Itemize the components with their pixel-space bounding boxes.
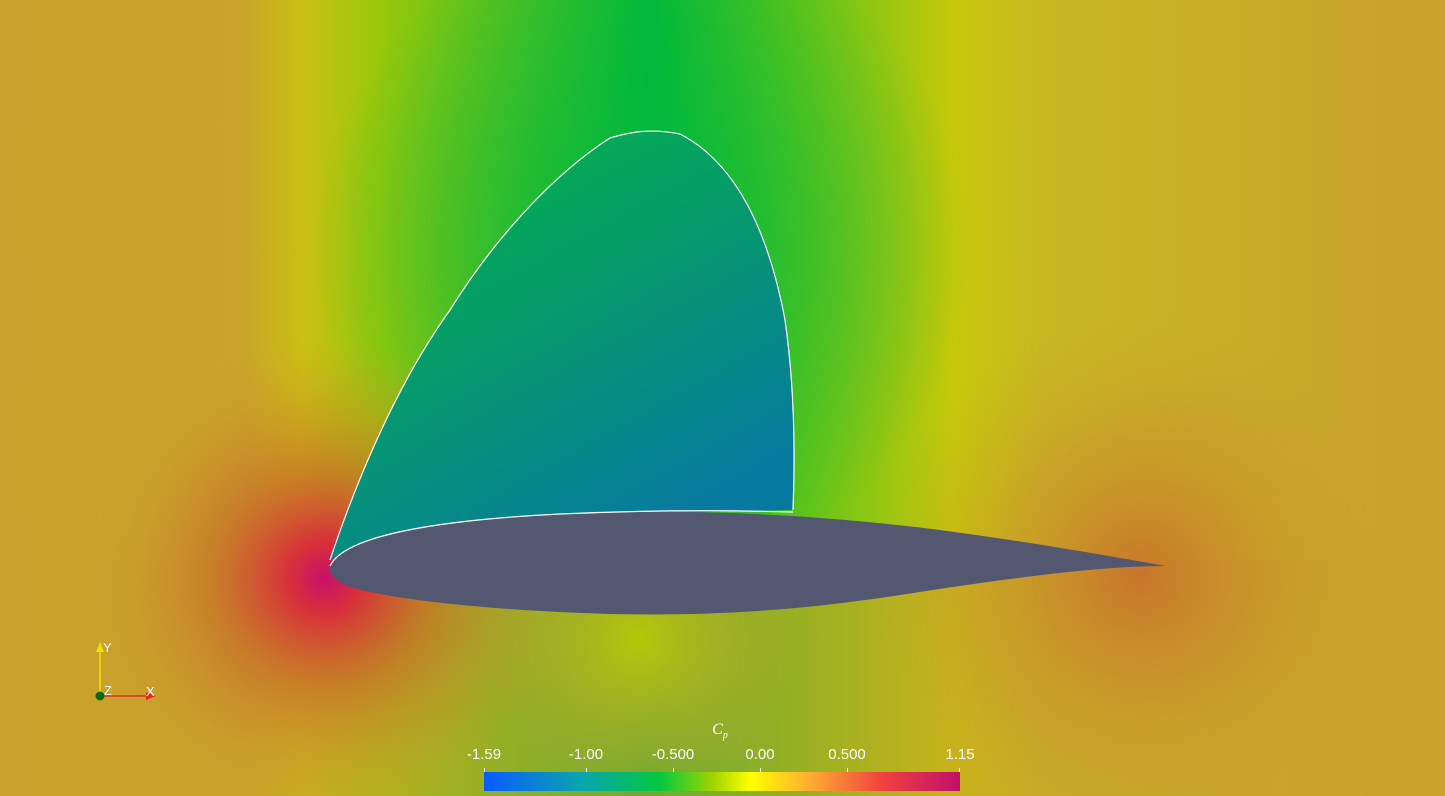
y-axis-label: Y xyxy=(103,640,112,655)
colorbar-tick-label: -1.59 xyxy=(466,746,502,763)
z-axis-label: Z xyxy=(104,683,112,698)
x-axis-label: X xyxy=(146,684,155,699)
airfoil-upper-surface-contour xyxy=(329,510,794,567)
z-axis-dot xyxy=(95,691,105,701)
supersonic-region xyxy=(330,131,795,560)
orientation-axes: Y X Z xyxy=(95,640,156,701)
colorbar xyxy=(484,772,960,791)
colorbar-title-main: C xyxy=(712,721,723,738)
colorbar-title-sub: p xyxy=(722,730,728,742)
colorbar-tick-label: 0.00 xyxy=(745,746,775,763)
sonic-line-contour xyxy=(329,130,795,561)
colorbar-tick-label: 1.15 xyxy=(945,746,975,763)
colorbar-title: Cp xyxy=(690,721,750,741)
y-axis-arrow xyxy=(96,642,104,652)
colorbar-tick-label: -0.500 xyxy=(651,746,695,763)
x-axis-arrow xyxy=(146,692,156,700)
colorbar-tick-label: 0.500 xyxy=(828,746,866,763)
colorbar-tick-label: -1.00 xyxy=(568,746,604,763)
airfoil xyxy=(329,511,1166,615)
